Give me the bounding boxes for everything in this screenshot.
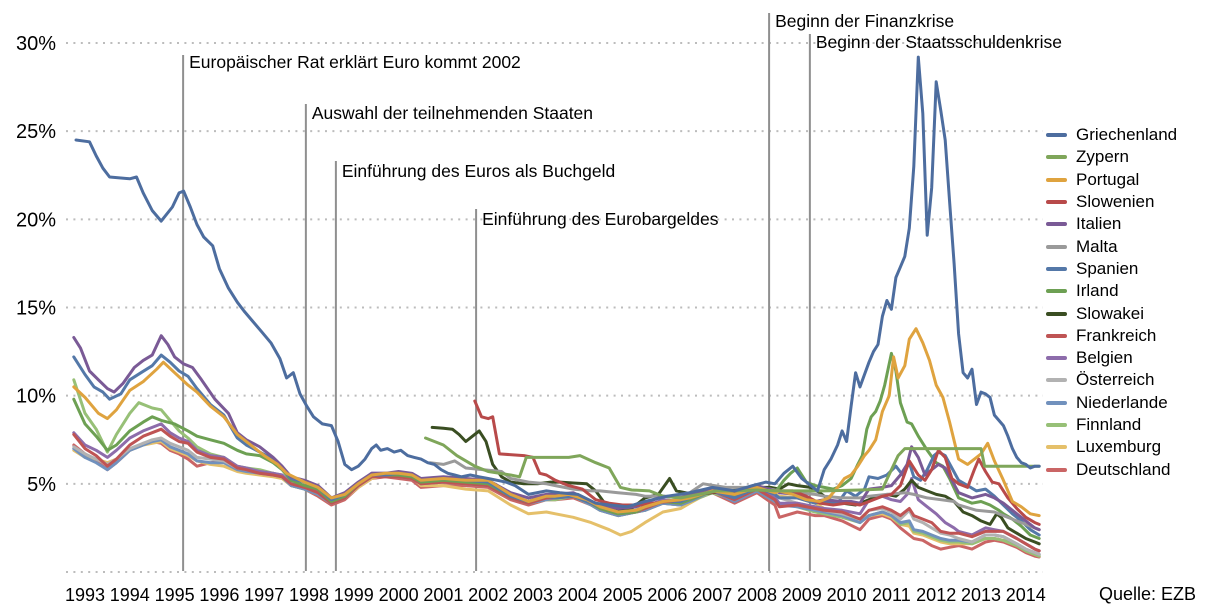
y-tick-label: 25% — [16, 121, 56, 143]
x-tick-label: 2008 — [737, 585, 777, 605]
legend-item-Spanien: Spanien — [1046, 258, 1204, 280]
legend-swatch-icon — [1046, 133, 1067, 138]
data-series — [72, 55, 1041, 559]
legend-swatch-icon — [1046, 400, 1067, 405]
series-line-Griechenland — [74, 55, 1041, 509]
legend-swatch-icon — [1046, 222, 1067, 227]
legend-swatch-icon — [1046, 423, 1067, 427]
x-tick-label: 1998 — [289, 585, 329, 605]
x-tick-label: 1995 — [155, 585, 195, 605]
legend-label: Frankreich — [1076, 325, 1157, 345]
legend-label: Italien — [1076, 214, 1122, 234]
x-tick-label: 2000 — [379, 585, 419, 605]
legend-item-Malta: Malta — [1046, 235, 1204, 257]
x-tick-label: 2014 — [1006, 585, 1046, 605]
y-tick-label: 20% — [16, 209, 56, 231]
legend-swatch-icon — [1046, 333, 1067, 338]
x-tick-label: 2001 — [423, 585, 463, 605]
x-tick-label: 1993 — [65, 585, 105, 605]
legend-swatch-icon — [1046, 467, 1067, 472]
series-line-Portugal — [72, 327, 1041, 518]
event-label: Einführung des Eurobargeldes — [482, 209, 719, 229]
x-tick-label: 1999 — [334, 585, 374, 605]
legend-label: Slowenien — [1076, 192, 1155, 212]
legend-label: Zypern — [1076, 147, 1129, 167]
x-tick-label: 2011 — [872, 585, 911, 605]
legend-item-Niederlande: Niederlande — [1046, 392, 1204, 414]
event-label: Auswahl der teilnehmenden Staaten — [312, 103, 593, 123]
event-label: Beginn der Staatsschuldenkrise — [816, 32, 1062, 52]
legend-label: Portugal — [1076, 169, 1140, 189]
x-tick-label: 2013 — [961, 585, 1001, 605]
gridlines — [66, 42, 1043, 573]
legend-item-Österreich: Österreich — [1046, 369, 1204, 391]
legend-item-Griechenland: Griechenland — [1046, 124, 1204, 146]
legend-label: Finnland — [1076, 415, 1142, 434]
legend-label: Österreich — [1076, 370, 1155, 390]
legend-swatch-icon — [1046, 289, 1067, 294]
legend-swatch-icon — [1046, 177, 1067, 182]
x-tick-label: 2006 — [647, 585, 687, 605]
legend-label: Deutschland — [1076, 459, 1171, 479]
x-tick-label: 2012 — [916, 585, 956, 605]
legend-label: Griechenland — [1076, 125, 1178, 145]
y-tick-label: 10% — [16, 386, 56, 408]
y-axis-labels: 5% 10% 15% 20% 25% 30% — [16, 33, 56, 496]
y-tick-label: 5% — [27, 474, 56, 496]
legend-label: Niederlande — [1076, 392, 1168, 412]
legend-item-Italien: Italien — [1046, 213, 1204, 235]
legend-label: Irland — [1076, 281, 1119, 301]
event-label: Beginn der Finanzkrise — [775, 11, 954, 31]
legend: Griechenland Zypern Portugal Slowenien Itali… — [1046, 124, 1204, 481]
legend-item-Slowenien: Slowenien — [1046, 191, 1204, 213]
legend-swatch-icon — [1046, 378, 1067, 383]
legend-swatch-icon — [1046, 155, 1067, 160]
x-tick-label: 1994 — [110, 585, 150, 605]
legend-item-Portugal: Portugal — [1046, 169, 1204, 191]
x-tick-label: 1996 — [199, 585, 239, 605]
legend-swatch-icon — [1046, 244, 1067, 249]
legend-item-Zypern: Zypern — [1046, 146, 1204, 168]
y-tick-label: 15% — [16, 298, 56, 320]
legend-item-Irland: Irland — [1046, 280, 1204, 302]
legend-label: Spanien — [1076, 258, 1139, 278]
legend-label: Luxemburg — [1076, 437, 1162, 457]
legend-item-Belgien: Belgien — [1046, 347, 1204, 369]
legend-swatch-icon — [1046, 266, 1067, 271]
legend-label: Slowakei — [1076, 303, 1145, 323]
x-tick-label: 2010 — [827, 585, 867, 605]
legend-item-Deutschland: Deutschland — [1046, 458, 1204, 480]
x-tick-label: 2004 — [558, 585, 598, 605]
y-tick-label: 30% — [16, 33, 56, 55]
x-tick-label: 2009 — [782, 585, 822, 605]
legend-item-Luxemburg: Luxemburg — [1046, 436, 1204, 458]
legend-swatch-icon — [1046, 445, 1067, 450]
source-label: Quelle: EZB — [1099, 584, 1196, 604]
x-tick-label: 2007 — [692, 585, 732, 605]
legend-swatch-icon — [1046, 311, 1067, 316]
legend-swatch-icon — [1046, 200, 1067, 205]
x-tick-label: 2002 — [468, 585, 508, 605]
legend-item-Frankreich: Frankreich — [1046, 325, 1204, 347]
x-axis-labels: 1993 1994 1995 1996 1997 1998 1999 2000 2001 2002… — [65, 585, 1046, 605]
series-line-Slowakei — [430, 425, 1041, 546]
x-tick-label: 2005 — [603, 585, 643, 605]
legend-label: Malta — [1076, 236, 1118, 256]
legend-label: Belgien — [1076, 348, 1133, 368]
event-label: Einführung des Euros als Buchgeld — [342, 161, 615, 181]
x-tick-label: 1997 — [244, 585, 284, 605]
legend-swatch-icon — [1046, 356, 1067, 361]
series-line-Spanien — [72, 353, 1041, 537]
event-annotations: Europäischer Rat erklärt Euro kommt 2002… — [182, 11, 1062, 571]
legend-item-Slowakei: Slowakei — [1046, 302, 1204, 324]
x-tick-label: 2003 — [513, 585, 553, 605]
event-label: Europäischer Rat erklärt Euro kommt 2002 — [189, 52, 521, 72]
series-line-Slowenien — [473, 399, 1041, 526]
legend-item-Finnland: Finnland — [1046, 414, 1204, 436]
